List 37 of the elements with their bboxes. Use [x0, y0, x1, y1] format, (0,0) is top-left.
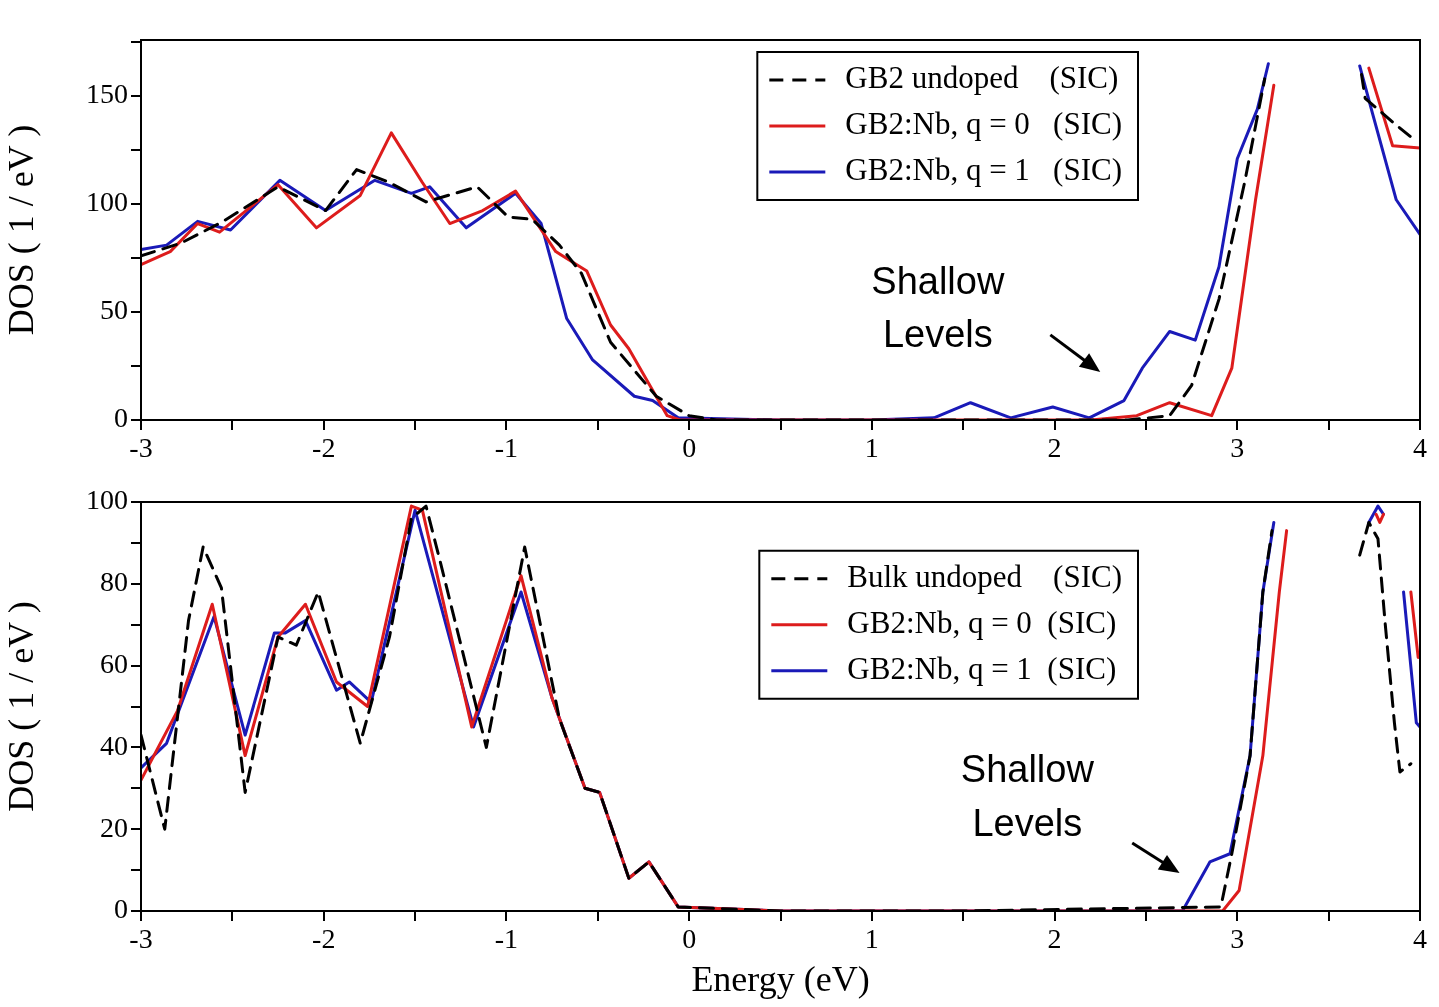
annotation: Shallow Levels [871, 259, 1005, 355]
legend-label: GB2:Nb, q = 0 (SIC) [845, 106, 1122, 142]
y-tick-label: 50 [100, 294, 128, 326]
x-axis-title: Energy (eV) [691, 958, 870, 999]
x-tick-label: -1 [494, 432, 519, 464]
legend-label: GB2:Nb, q = 1 (SIC) [845, 152, 1122, 188]
y-axis-title: DOS ( 1 / eV ) [1, 601, 42, 812]
x-tick-label: 0 [682, 923, 697, 955]
x-tick-label: 4 [1413, 923, 1427, 955]
y-tick-label: 100 [86, 186, 128, 218]
legend-label: GB2:Nb, q = 1 (SIC) [847, 650, 1117, 686]
x-tick-label: 0 [682, 432, 697, 464]
x-tick-label: -2 [312, 923, 336, 955]
y-axis-title: DOS ( 1 / eV ) [1, 124, 42, 336]
x-tick-label: 2 [1047, 432, 1062, 464]
y-tick-label: 80 [100, 566, 128, 598]
y-tick-label: 60 [100, 647, 128, 679]
y-tick-label: 100 [86, 484, 128, 516]
y-tick-label: 40 [100, 729, 128, 761]
x-tick-label: -1 [494, 923, 519, 955]
x-tick-label: -2 [312, 432, 336, 464]
y-tick-label: 20 [100, 811, 128, 843]
x-tick-label: -3 [129, 923, 153, 955]
annotation: Shallow Levels [960, 748, 1095, 844]
y-tick-label: 150 [86, 78, 128, 110]
x-tick-label: 1 [864, 432, 879, 464]
legend-label: Bulk undoped (SIC) [847, 558, 1122, 594]
legend-label: GB2 undoped (SIC) [845, 60, 1119, 96]
x-tick-label: 4 [1413, 432, 1427, 464]
legend-label: GB2:Nb, q = 0 (SIC) [847, 604, 1117, 640]
x-tick-label: 1 [864, 923, 879, 955]
x-tick-label: -3 [129, 432, 153, 464]
x-tick-label: 2 [1047, 923, 1062, 955]
x-tick-label: 3 [1230, 923, 1245, 955]
y-tick-label: 0 [114, 893, 128, 925]
x-tick-label: 3 [1230, 432, 1245, 464]
y-tick-label: 0 [114, 402, 128, 434]
